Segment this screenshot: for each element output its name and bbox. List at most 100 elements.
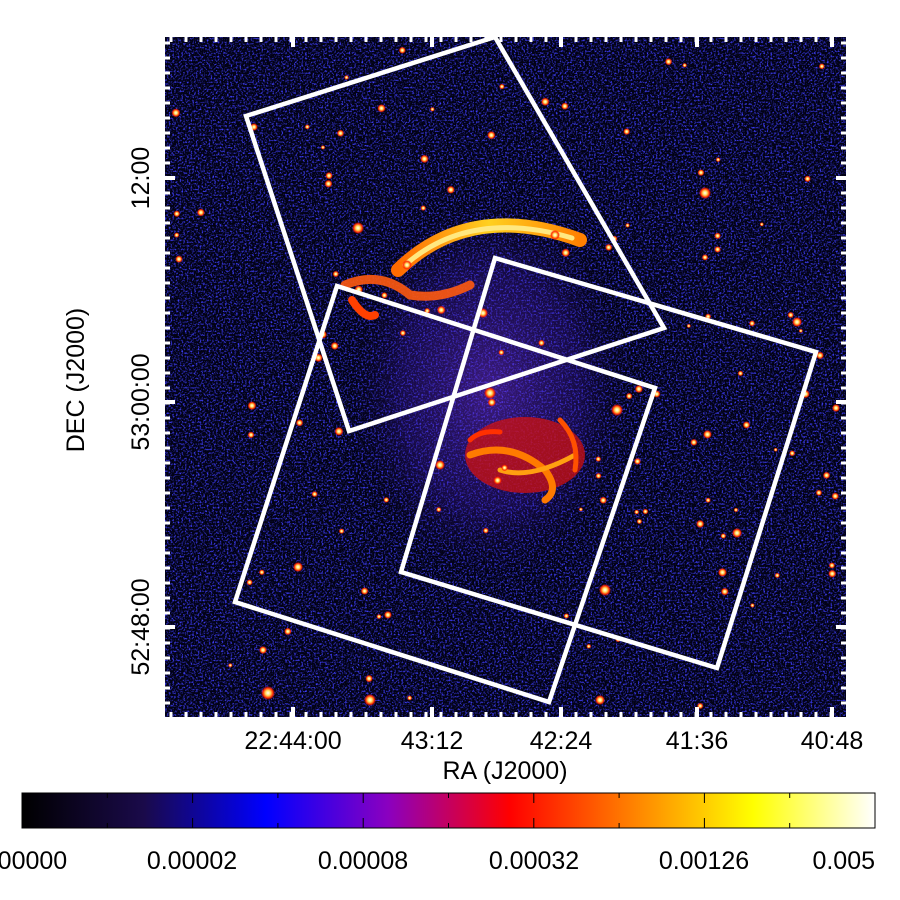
point-source xyxy=(586,643,592,649)
point-source xyxy=(330,341,339,350)
point-source xyxy=(748,320,756,327)
point-source xyxy=(493,476,502,485)
point-source xyxy=(258,569,265,576)
point-source xyxy=(773,447,778,452)
point-source xyxy=(377,104,386,113)
point-source xyxy=(599,584,611,596)
point-source xyxy=(750,603,755,608)
point-source xyxy=(742,421,751,429)
point-source xyxy=(699,187,711,199)
pointing-boxes xyxy=(232,37,819,705)
point-source xyxy=(798,328,803,333)
point-source xyxy=(804,175,811,183)
remnant-arc-core xyxy=(402,225,575,268)
y-tick-labels: 12:00 53:00:00 52:48:00 xyxy=(127,147,155,676)
colorbar-ticks xyxy=(21,793,876,828)
pointing-box-southeast xyxy=(398,255,819,671)
point-source xyxy=(293,562,303,572)
point-source xyxy=(636,518,643,525)
point-source xyxy=(595,472,602,479)
x-tick-label: 41:36 xyxy=(666,727,729,755)
point-source xyxy=(446,185,455,194)
point-source xyxy=(196,208,205,217)
point-source xyxy=(482,527,489,534)
point-source xyxy=(578,507,583,512)
point-source xyxy=(611,404,623,416)
point-source xyxy=(383,496,390,503)
point-source xyxy=(364,694,376,706)
point-source xyxy=(484,387,496,399)
colorbar-tick-label: 0.00126 xyxy=(659,847,749,875)
point-source xyxy=(664,58,673,66)
point-source xyxy=(720,587,729,596)
point-source xyxy=(828,562,836,569)
pointing-box-southwest xyxy=(232,283,658,705)
point-source xyxy=(690,438,698,446)
y-tick-label: 53:00:00 xyxy=(127,353,155,450)
remnant-west-filament xyxy=(340,274,475,301)
point-source xyxy=(759,222,764,227)
point-source xyxy=(642,508,649,515)
point-source xyxy=(595,456,602,462)
point-source xyxy=(381,292,388,299)
point-source xyxy=(487,130,496,140)
x-tick-labels: 22:44:00 43:12 42:24 41:36 40:48 xyxy=(244,727,863,755)
point-source xyxy=(774,572,780,579)
point-source xyxy=(352,222,364,234)
point-source xyxy=(550,230,560,240)
point-source xyxy=(701,254,709,261)
point-source xyxy=(435,460,445,470)
point-source xyxy=(175,255,183,263)
point-source xyxy=(259,646,267,654)
x-tick-label: 22:44:00 xyxy=(244,727,341,755)
point-source xyxy=(697,169,705,177)
point-source xyxy=(714,246,721,253)
point-source xyxy=(816,351,824,360)
x-tick-label: 40:48 xyxy=(801,727,864,755)
point-sources xyxy=(171,46,840,710)
point-source xyxy=(815,489,823,496)
y-tick-label: 12:00 xyxy=(127,147,155,210)
point-source xyxy=(247,431,255,439)
point-source xyxy=(733,507,739,513)
point-source xyxy=(420,205,427,211)
point-source xyxy=(832,404,840,412)
sky-image xyxy=(165,37,846,717)
point-source xyxy=(499,83,505,90)
y-tick-label: 52:48:00 xyxy=(127,578,155,675)
remnant-west-knot xyxy=(348,296,379,320)
point-source xyxy=(247,401,257,411)
point-source xyxy=(498,349,505,356)
point-source xyxy=(831,492,839,500)
point-source xyxy=(561,102,569,110)
pointing-box-north xyxy=(243,37,668,434)
y-axis-title: DEC (J2000) xyxy=(62,308,90,453)
point-source xyxy=(320,145,326,150)
point-source xyxy=(336,129,345,137)
point-source xyxy=(501,464,509,472)
point-source xyxy=(634,384,643,394)
point-source xyxy=(563,613,570,619)
point-source xyxy=(720,533,727,539)
point-source xyxy=(623,128,631,136)
point-source xyxy=(295,419,304,427)
point-source xyxy=(787,311,794,319)
point-source xyxy=(398,46,406,54)
colorbar-tick-label: 0.00002 xyxy=(147,847,237,875)
point-source xyxy=(705,497,711,503)
point-source xyxy=(822,471,831,480)
point-source xyxy=(561,248,571,258)
point-source xyxy=(686,323,691,329)
point-source xyxy=(284,627,292,636)
point-source xyxy=(732,528,742,538)
point-source xyxy=(344,75,349,80)
point-source xyxy=(696,519,705,529)
point-source xyxy=(311,490,318,498)
point-source xyxy=(360,587,369,595)
point-source xyxy=(402,260,412,270)
colorbar: 0.00000 0.00002 0.00008 0.00032 0.00126 … xyxy=(0,792,876,875)
point-source xyxy=(324,179,333,188)
point-source xyxy=(173,232,180,238)
point-source xyxy=(717,567,727,577)
